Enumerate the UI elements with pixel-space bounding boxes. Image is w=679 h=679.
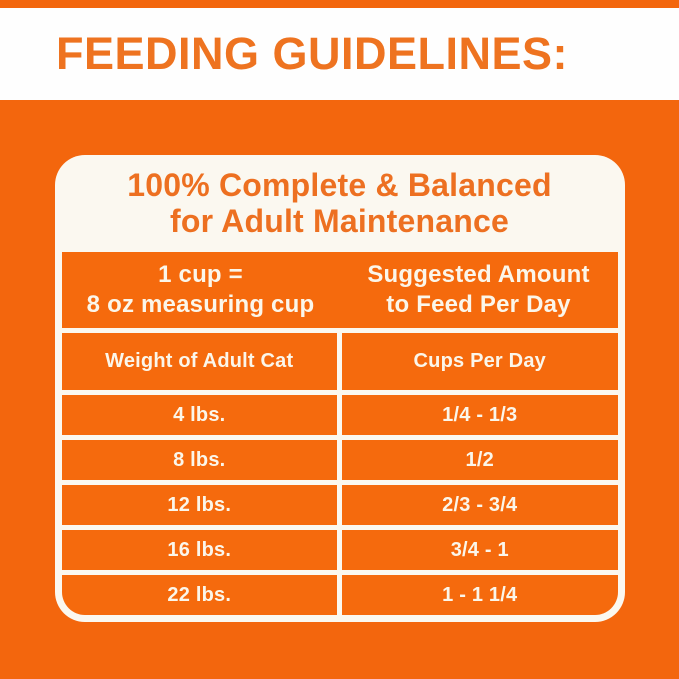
column-header-cups: Cups Per Day — [342, 333, 618, 390]
suggested-amount-line2: to Feed Per Day — [386, 291, 571, 318]
weight-cell: 16 lbs. — [61, 530, 337, 570]
weight-cell: 22 lbs. — [61, 575, 337, 615]
card-title-line1: 100% Complete & Balanced — [127, 166, 552, 203]
table-header-row: Weight of Adult Cat Cups Per Day — [61, 333, 618, 390]
feeding-guidelines-card: 100% Complete & Balanced for Adult Maint… — [54, 155, 625, 622]
weight-cell: 12 lbs. — [61, 485, 337, 525]
weight-cell: 4 lbs. — [61, 395, 337, 435]
cups-cell: 2/3 - 3/4 — [342, 485, 618, 525]
table-row: 12 lbs. 2/3 - 3/4 — [61, 485, 618, 525]
header-band: FEEDING GUIDELINES: — [0, 8, 679, 100]
cups-cell: 1/2 — [342, 440, 618, 480]
table-row: 4 lbs. 1/4 - 1/3 — [61, 395, 618, 435]
cups-cell: 1/4 - 1/3 — [342, 395, 618, 435]
cup-definition-line1: 1 cup = — [158, 261, 243, 288]
table-row: 8 lbs. 1/2 — [61, 440, 618, 480]
orange-background: 100% Complete & Balanced for Adult Maint… — [0, 100, 679, 679]
measure-header-band: 1 cup = 8 oz measuring cup Suggested Amo… — [61, 252, 618, 328]
card-title: 100% Complete & Balanced for Adult Maint… — [62, 155, 618, 252]
cup-definition-line2: 8 oz measuring cup — [86, 291, 315, 318]
cup-definition-header: 1 cup = 8 oz measuring cup — [62, 252, 340, 328]
suggested-amount-header: Suggested Amount to Feed Per Day — [340, 252, 618, 328]
card-title-line2: for Adult Maintenance — [169, 202, 510, 239]
suggested-amount-line1: Suggested Amount — [367, 261, 590, 288]
table-row: 16 lbs. 3/4 - 1 — [61, 530, 618, 570]
page-title: FEEDING GUIDELINES: — [56, 28, 569, 79]
top-orange-strip — [0, 0, 679, 8]
weight-cell: 8 lbs. — [61, 440, 337, 480]
cups-cell: 3/4 - 1 — [342, 530, 618, 570]
table-row: 22 lbs. 1 - 1 1/4 — [61, 575, 618, 615]
cups-cell: 1 - 1 1/4 — [342, 575, 618, 615]
column-header-weight: Weight of Adult Cat — [61, 333, 337, 390]
